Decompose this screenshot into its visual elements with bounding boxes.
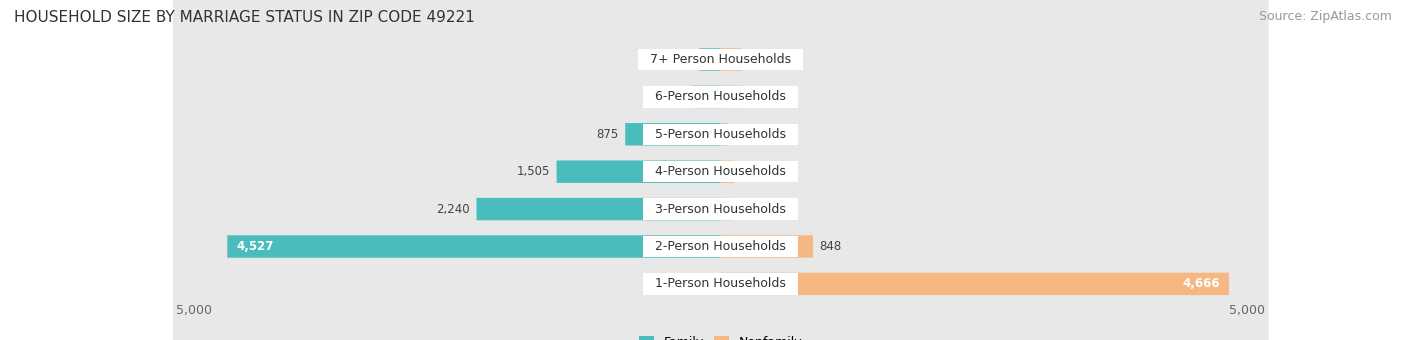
Text: 4,527: 4,527 [236,240,273,253]
FancyBboxPatch shape [173,0,1268,340]
FancyBboxPatch shape [721,86,742,108]
FancyBboxPatch shape [173,0,1268,340]
Text: 127: 127 [741,165,763,178]
FancyBboxPatch shape [477,198,721,220]
FancyBboxPatch shape [228,235,721,258]
FancyBboxPatch shape [721,160,734,183]
Text: 3-Person Households: 3-Person Households [647,203,794,216]
Text: 103: 103 [738,203,761,216]
FancyBboxPatch shape [173,0,1268,340]
FancyBboxPatch shape [721,273,1229,295]
Text: 4-Person Households: 4-Person Households [647,165,794,178]
FancyBboxPatch shape [626,123,721,146]
Text: HOUSEHOLD SIZE BY MARRIAGE STATUS IN ZIP CODE 49221: HOUSEHOLD SIZE BY MARRIAGE STATUS IN ZIP… [14,10,475,25]
FancyBboxPatch shape [721,198,731,220]
FancyBboxPatch shape [721,123,728,146]
Legend: Family, Nonfamily: Family, Nonfamily [634,331,807,340]
FancyBboxPatch shape [557,160,721,183]
FancyBboxPatch shape [173,0,1268,340]
FancyBboxPatch shape [692,86,721,108]
Text: 875: 875 [596,128,619,141]
FancyBboxPatch shape [173,0,1268,340]
Text: 0: 0 [748,90,756,103]
Text: 4,666: 4,666 [1182,277,1220,290]
Text: 6-Person Households: 6-Person Households [647,90,794,103]
Text: 264: 264 [662,90,685,103]
FancyBboxPatch shape [173,0,1268,340]
FancyBboxPatch shape [173,0,1268,340]
FancyBboxPatch shape [721,235,813,258]
Text: 0: 0 [748,53,756,66]
Text: 1-Person Households: 1-Person Households [647,277,794,290]
Text: 848: 848 [820,240,842,253]
Text: 5,000: 5,000 [176,305,212,318]
Text: 5,000: 5,000 [1229,305,1265,318]
Text: 5-Person Households: 5-Person Households [647,128,794,141]
Text: 71: 71 [735,128,749,141]
Text: 2,240: 2,240 [436,203,470,216]
Text: 1,505: 1,505 [516,165,550,178]
Text: 195: 195 [671,53,693,66]
Text: 7+ Person Households: 7+ Person Households [643,53,799,66]
FancyBboxPatch shape [721,48,742,71]
FancyBboxPatch shape [699,48,721,71]
Text: Source: ZipAtlas.com: Source: ZipAtlas.com [1258,10,1392,23]
Text: 2-Person Households: 2-Person Households [647,240,794,253]
